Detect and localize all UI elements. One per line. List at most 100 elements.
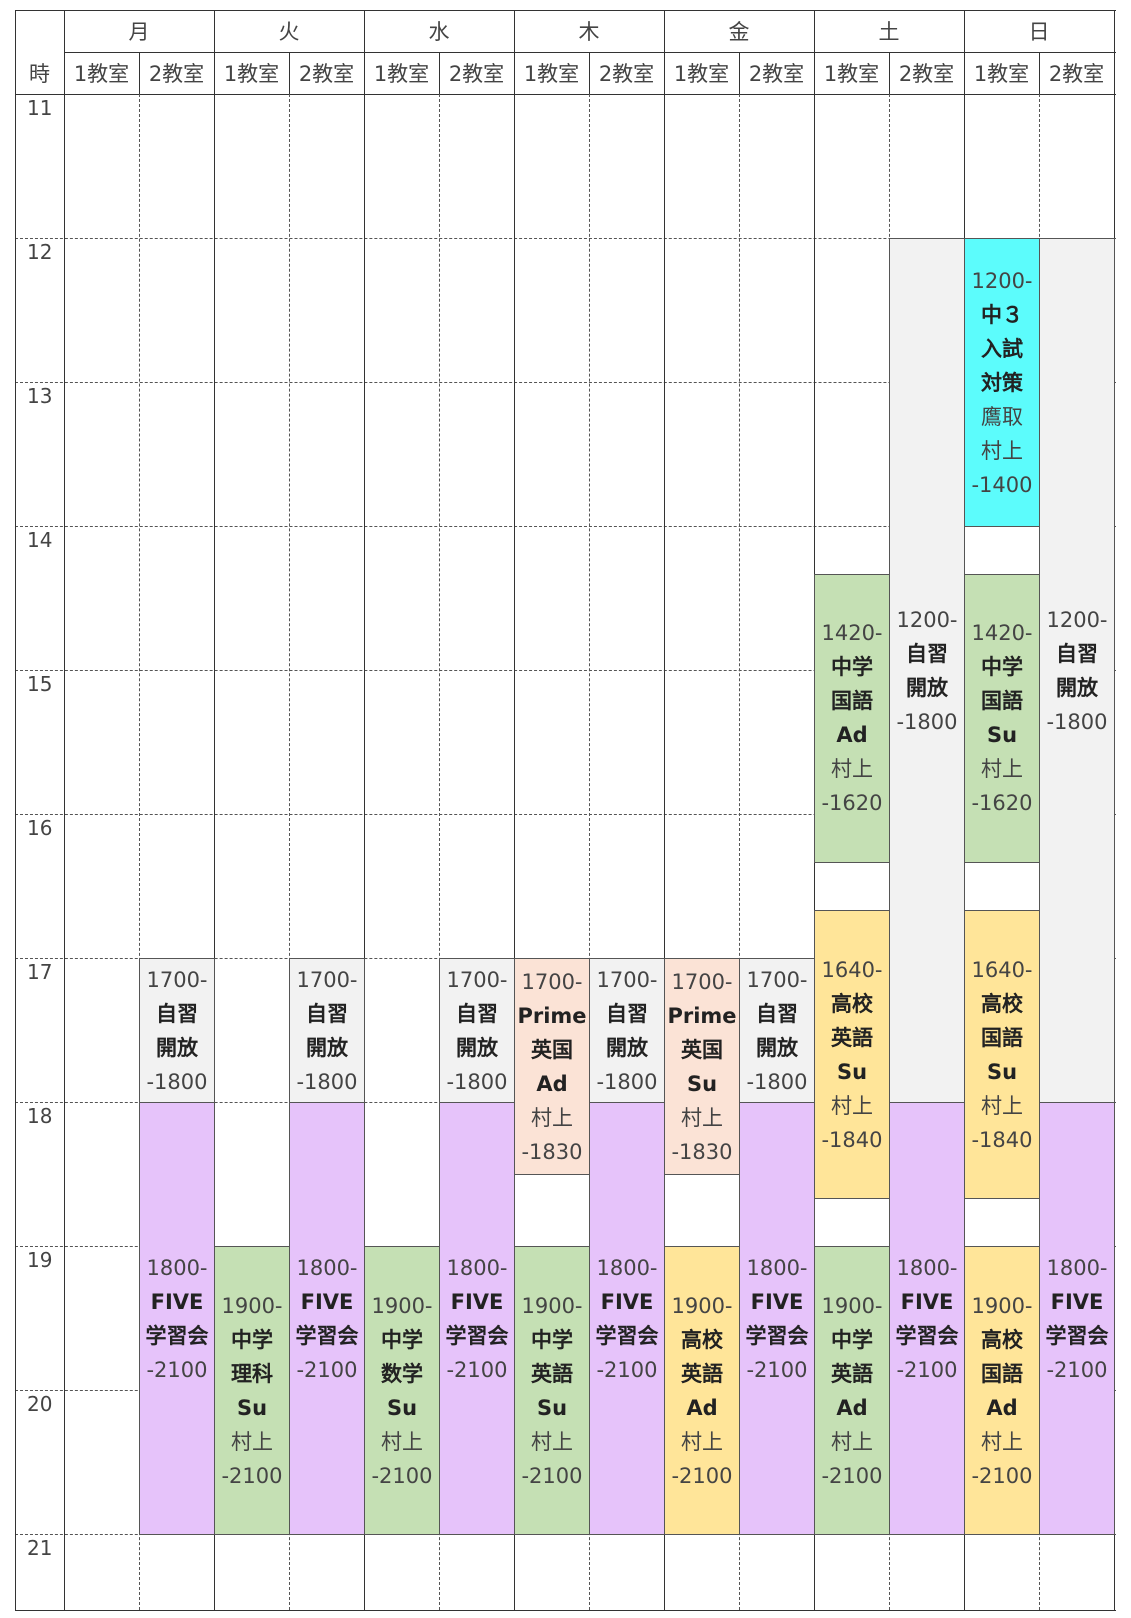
schedule-block-line: Su bbox=[536, 1395, 568, 1420]
schedule-block[interactable]: 1800- FIVE 学習会 -2100 bbox=[1039, 1102, 1115, 1535]
schedule-block-line: 開放 bbox=[606, 1035, 648, 1060]
schedule-block-line: 1800- bbox=[746, 1255, 808, 1280]
schedule-block-line: -1620 bbox=[971, 791, 1033, 816]
schedule-block[interactable]: 1800- FIVE 学習会 -2100 bbox=[139, 1102, 215, 1535]
schedule-block-line: -2100 bbox=[521, 1463, 583, 1488]
schedule-block-line: Ad bbox=[986, 1395, 1018, 1420]
schedule-block[interactable]: 1700- Prime 英国 Ad 村上 -1830 bbox=[514, 958, 590, 1175]
schedule-block-line: -2100 bbox=[896, 1357, 958, 1382]
schedule-block-line: 1700- bbox=[146, 967, 208, 992]
day-separator bbox=[214, 10, 215, 1610]
schedule-block[interactable]: 1800- FIVE 学習会 -2100 bbox=[289, 1102, 365, 1535]
schedule-block-line: 中学 bbox=[831, 655, 873, 680]
schedule-block-line: 1700- bbox=[596, 967, 658, 992]
schedule-block[interactable]: 1700- 自習 開放 -1800 bbox=[589, 958, 665, 1103]
room-header-separator bbox=[139, 52, 140, 94]
schedule-block[interactable]: 1900- 中学 英語 Ad 村上 -2100 bbox=[814, 1246, 890, 1535]
schedule-block-line: 英国 bbox=[681, 1037, 723, 1062]
schedule-block-line: -1800 bbox=[896, 709, 958, 734]
schedule-block[interactable]: 1700- 自習 開放 -1800 bbox=[139, 958, 215, 1103]
schedule-block[interactable]: 1800- FIVE 学習会 -2100 bbox=[439, 1102, 515, 1535]
schedule-block[interactable]: 1900- 中学 英語 Su 村上 -2100 bbox=[514, 1246, 590, 1535]
schedule-block-line: -1800 bbox=[446, 1069, 508, 1094]
schedule-block[interactable]: 1700- Prime 英国 Su 村上 -1830 bbox=[664, 958, 740, 1175]
schedule-block-line: Su bbox=[236, 1395, 268, 1420]
schedule-block-line: -2100 bbox=[971, 1463, 1033, 1488]
schedule-block[interactable]: 1420- 中学 国語 Su 村上 -1620 bbox=[964, 573, 1040, 863]
schedule-block-line: 英語 bbox=[831, 1361, 873, 1386]
schedule-block[interactable]: 1800- FIVE 学習会 -2100 bbox=[739, 1102, 815, 1535]
schedule-block-line: -1800 bbox=[596, 1069, 658, 1094]
room-header: 2教室 bbox=[898, 62, 955, 86]
schedule-block-line: -1800 bbox=[146, 1069, 208, 1094]
time-column-border bbox=[64, 10, 65, 1610]
schedule-block-line: 開放 bbox=[456, 1035, 498, 1060]
table-top-border bbox=[15, 10, 1116, 11]
schedule-block-line: FIVE bbox=[300, 1289, 354, 1314]
schedule-block-line: 中学 bbox=[231, 1327, 273, 1352]
schedule-block[interactable]: 1640- 高校 英語 Su 村上 -1840 bbox=[814, 910, 890, 1200]
schedule-block-line: 村上 bbox=[981, 438, 1023, 463]
schedule-block-line: 学習会 bbox=[145, 1323, 209, 1348]
day-header: 水 bbox=[428, 20, 450, 44]
schedule-block[interactable]: 1800- FIVE 学習会 -2100 bbox=[889, 1102, 965, 1535]
schedule-block[interactable]: 1200- 中３ 入試 対策 鷹取 村上 -1400 bbox=[964, 238, 1040, 527]
schedule-block[interactable]: 1700- 自習 開放 -1800 bbox=[739, 958, 815, 1103]
schedule-block-line: 村上 bbox=[531, 1429, 573, 1454]
schedule-block-line: 1900- bbox=[821, 1293, 883, 1318]
schedule-block-line: 1420- bbox=[971, 621, 1033, 646]
schedule-block-line: 英語 bbox=[681, 1361, 723, 1386]
schedule-block-line: 開放 bbox=[306, 1035, 348, 1060]
day-header-divider bbox=[64, 52, 1116, 53]
schedule-block-line: 村上 bbox=[231, 1429, 273, 1454]
schedule-block-line: Su bbox=[986, 1059, 1018, 1084]
schedule-block-line: 理科 bbox=[231, 1361, 273, 1386]
schedule-block-line: 自習 bbox=[1056, 641, 1098, 666]
schedule-block-line: 1700- bbox=[746, 967, 808, 992]
room-header-separator bbox=[439, 52, 440, 94]
room-header: 2教室 bbox=[148, 62, 205, 86]
schedule-block-line: Ad bbox=[536, 1071, 568, 1096]
schedule-block-line: -2100 bbox=[1046, 1357, 1108, 1382]
schedule-block-line: 自習 bbox=[156, 1001, 198, 1026]
hour-label: 11 bbox=[27, 96, 53, 120]
hour-gridline bbox=[15, 670, 1116, 671]
schedule-block-line: 自習 bbox=[456, 1001, 498, 1026]
schedule-block-line: 中３ bbox=[981, 302, 1023, 327]
schedule-block[interactable]: 1800- FIVE 学習会 -2100 bbox=[589, 1102, 665, 1535]
schedule-block-line: 国語 bbox=[831, 689, 873, 714]
schedule-block-line: 村上 bbox=[831, 757, 873, 782]
room-header: 1教室 bbox=[673, 62, 730, 86]
schedule-block[interactable]: 1900- 中学 数学 Su 村上 -2100 bbox=[364, 1246, 440, 1535]
schedule-block-line: 自習 bbox=[906, 641, 948, 666]
schedule-block[interactable]: 1200- 自習 開放 -1800 bbox=[889, 238, 965, 1103]
schedule-block-line: 村上 bbox=[531, 1105, 573, 1130]
room-header-separator bbox=[739, 52, 740, 94]
schedule-block[interactable]: 1420- 中学 国語 Ad 村上 -1620 bbox=[814, 573, 890, 863]
schedule-block[interactable]: 1900- 中学 理科 Su 村上 -2100 bbox=[214, 1246, 290, 1535]
schedule-block-line: 1800- bbox=[296, 1255, 358, 1280]
day-separator bbox=[514, 10, 515, 1610]
schedule-block[interactable]: 1700- 自習 開放 -1800 bbox=[439, 958, 515, 1103]
schedule-block[interactable]: 1900- 高校 英語 Ad 村上 -2100 bbox=[664, 1246, 740, 1535]
schedule-block[interactable]: 1900- 高校 国語 Ad 村上 -2100 bbox=[964, 1246, 1040, 1535]
schedule-block-line: Prime bbox=[667, 1003, 737, 1028]
schedule-block-line: 村上 bbox=[681, 1429, 723, 1454]
hour-label: 19 bbox=[27, 1248, 53, 1272]
schedule-block-line: 1700- bbox=[521, 969, 583, 994]
room-separator bbox=[589, 94, 590, 1610]
room-header-separator bbox=[1039, 52, 1040, 94]
schedule-block-line: 入試 bbox=[981, 336, 1023, 361]
schedule-block-line: Su bbox=[836, 1059, 868, 1084]
schedule-block[interactable]: 1200- 自習 開放 -1800 bbox=[1039, 238, 1115, 1103]
schedule-block-line: 国語 bbox=[981, 689, 1023, 714]
room-header: 2教室 bbox=[1048, 62, 1105, 86]
schedule-block[interactable]: 1640- 高校 国語 Su 村上 -1840 bbox=[964, 910, 1040, 1200]
day-header: 土 bbox=[878, 20, 900, 44]
schedule-block-line: 開放 bbox=[1056, 675, 1098, 700]
schedule-block-line: Ad bbox=[836, 1395, 868, 1420]
schedule-block[interactable]: 1700- 自習 開放 -1800 bbox=[289, 958, 365, 1103]
room-header-separator bbox=[289, 52, 290, 94]
schedule-block-line: 高校 bbox=[681, 1327, 723, 1352]
room-header: 2教室 bbox=[598, 62, 655, 86]
